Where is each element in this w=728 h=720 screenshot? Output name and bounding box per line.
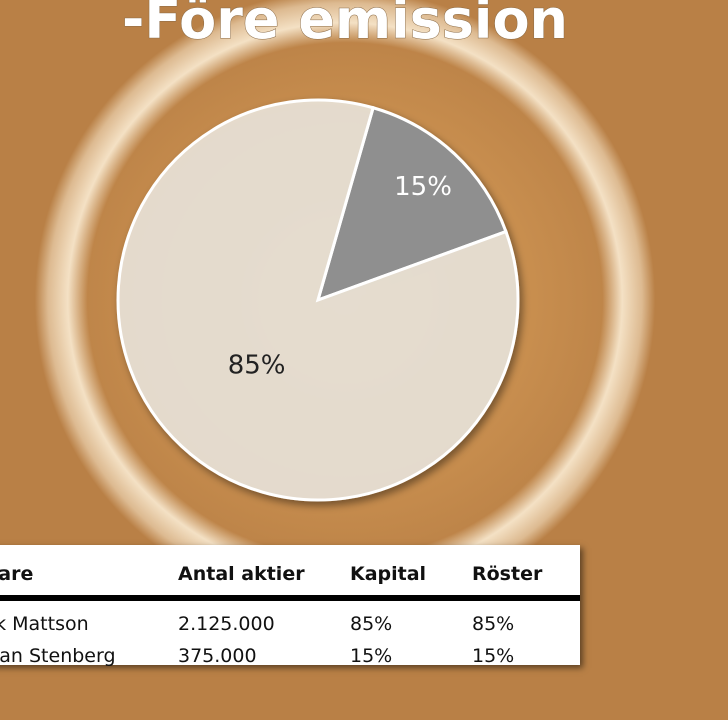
- table-cell: 15%: [472, 645, 515, 667]
- pie-slice: [116, 98, 520, 502]
- pie-slice: [315, 105, 508, 303]
- table-cell: Ägare: [0, 563, 34, 585]
- table-cell: 2.125.000: [178, 613, 275, 635]
- table-cell: 15%: [350, 645, 393, 667]
- table-cell: 85%: [472, 613, 515, 635]
- slice-label: 85%: [228, 350, 286, 380]
- slice-label: 15%: [394, 172, 452, 202]
- table-cell: Antal aktier: [178, 563, 305, 585]
- table-cell: Kapital: [350, 563, 427, 585]
- table-cell: 375.000: [178, 645, 257, 667]
- table: Ägare Antal aktier Kapital Röster Erik Matts…: [0, 545, 580, 667]
- table-cell: Erik Mattson: [0, 613, 89, 635]
- pie: [116, 98, 520, 502]
- table-cell: Johan Stenberg: [0, 645, 116, 667]
- table-cell: 85%: [350, 613, 393, 635]
- chart-title: -Före emission: [122, 0, 568, 51]
- header-rule: [0, 595, 580, 601]
- table-cell: Röster: [472, 563, 543, 585]
